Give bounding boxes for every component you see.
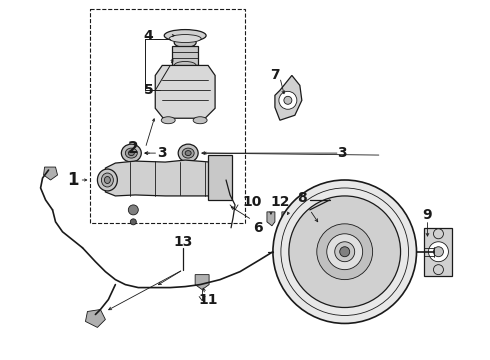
Ellipse shape xyxy=(161,117,175,124)
Ellipse shape xyxy=(101,173,113,187)
Circle shape xyxy=(128,205,138,215)
Circle shape xyxy=(273,180,416,323)
Text: 10: 10 xyxy=(242,195,262,209)
Ellipse shape xyxy=(182,148,194,158)
Ellipse shape xyxy=(185,150,191,156)
Ellipse shape xyxy=(193,117,207,124)
Text: 6: 6 xyxy=(253,221,263,235)
Text: 12: 12 xyxy=(270,195,290,209)
Circle shape xyxy=(279,91,297,109)
Polygon shape xyxy=(105,160,220,196)
Ellipse shape xyxy=(104,176,110,184)
Circle shape xyxy=(130,219,136,225)
Ellipse shape xyxy=(174,62,196,69)
Text: 7: 7 xyxy=(270,68,280,82)
Ellipse shape xyxy=(178,144,198,162)
Text: 2: 2 xyxy=(128,141,139,156)
Circle shape xyxy=(284,96,292,104)
Text: 4: 4 xyxy=(144,28,153,42)
Bar xyxy=(424,228,452,276)
Circle shape xyxy=(317,224,372,280)
Polygon shape xyxy=(282,212,290,226)
Ellipse shape xyxy=(214,186,222,194)
Polygon shape xyxy=(208,155,232,200)
Circle shape xyxy=(434,265,443,275)
Circle shape xyxy=(327,234,363,270)
Text: 5: 5 xyxy=(144,84,153,97)
Ellipse shape xyxy=(122,144,141,162)
Circle shape xyxy=(289,196,400,307)
Circle shape xyxy=(434,247,443,257)
Circle shape xyxy=(428,242,448,262)
Text: 11: 11 xyxy=(198,293,218,306)
Ellipse shape xyxy=(174,37,196,48)
Bar xyxy=(172,45,198,66)
Polygon shape xyxy=(44,167,57,180)
Polygon shape xyxy=(275,75,302,120)
Text: 1: 1 xyxy=(67,171,78,189)
Polygon shape xyxy=(195,275,209,289)
Text: 8: 8 xyxy=(297,191,307,205)
Ellipse shape xyxy=(125,148,137,158)
Text: 3: 3 xyxy=(157,146,167,160)
Ellipse shape xyxy=(214,164,222,172)
Text: 9: 9 xyxy=(423,208,432,222)
Ellipse shape xyxy=(98,169,118,191)
Text: 3: 3 xyxy=(337,146,346,160)
Circle shape xyxy=(335,242,355,262)
Polygon shape xyxy=(267,212,275,226)
Text: 13: 13 xyxy=(173,235,193,249)
Ellipse shape xyxy=(169,35,201,42)
Circle shape xyxy=(340,247,350,257)
Polygon shape xyxy=(155,66,215,118)
Ellipse shape xyxy=(164,30,206,41)
Ellipse shape xyxy=(128,150,134,156)
Polygon shape xyxy=(85,310,105,328)
Circle shape xyxy=(434,229,443,239)
Bar xyxy=(91,9,245,223)
